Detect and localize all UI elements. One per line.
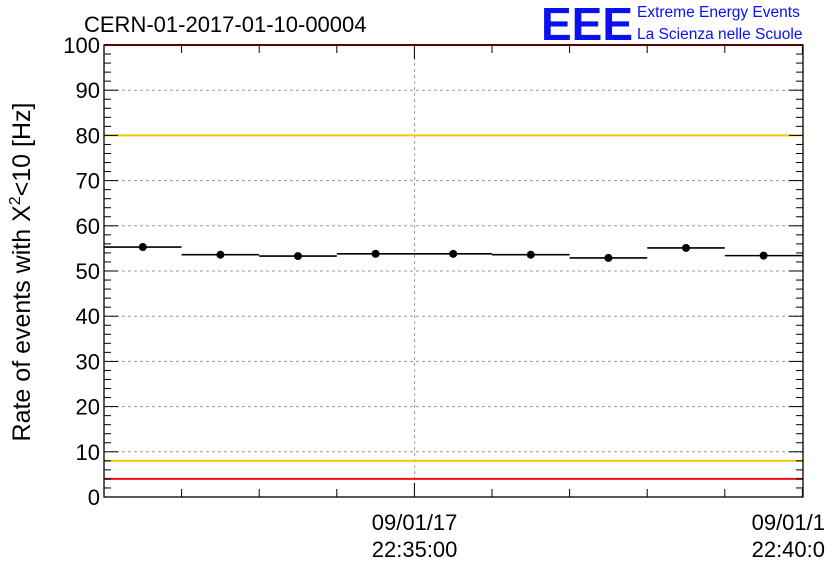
data-point-marker [216,250,225,259]
y-axis-title-tail: <10 [Hz] [8,103,36,197]
data-point-marker [138,243,147,252]
x-tick-label-date: 09/01/17 [372,510,458,535]
y-axis-title-main: Rate of events with X [8,205,36,442]
data-point-marker [371,249,380,258]
y-tick-label: 80 [76,123,100,148]
data-point-marker [604,253,613,262]
y-tick-labels: 0 10 20 30 40 50 60 70 80 90 100 [63,33,100,510]
data-point-marker [526,250,535,259]
run-title: CERN-01-2017-01-10-00004 [84,12,367,37]
y-tick-label: 20 [76,395,100,420]
eee-logo: EEE Extreme Energy Events La Scienza nel… [541,0,802,50]
y-tick-label: 0 [88,485,100,510]
data-point-marker [449,249,458,258]
logo-line-2: La Scienza nelle Scuole [637,26,802,43]
axis-ticks [103,44,803,498]
y-tick-label: 70 [76,169,100,194]
data-point-marker [759,251,768,260]
logo-mark: EEE [541,0,633,50]
rate-series [104,243,803,262]
x-tick-label-time: 22:40:0 [752,537,825,562]
y-tick-label: 10 [76,440,100,465]
grid-lines [104,45,803,497]
y-axis-title: Rate of events with X2<10 [Hz] [7,103,36,442]
y-tick-label: 30 [76,349,100,374]
x-tick-label-time: 22:35:00 [372,537,458,562]
y-tick-label: 50 [76,259,100,284]
y-tick-label: 100 [63,33,100,58]
logo-line-1: Extreme Energy Events [637,4,800,21]
y-tick-label: 60 [76,214,100,239]
y-tick-label: 90 [76,78,100,103]
data-point-marker [294,252,302,261]
x-tick-label-date: 09/01/1 [752,510,825,535]
y-axis-title-superscript: 2 [7,196,24,205]
y-tick-label: 40 [76,304,100,329]
data-point-marker [682,243,690,252]
reference-lines [104,44,803,480]
